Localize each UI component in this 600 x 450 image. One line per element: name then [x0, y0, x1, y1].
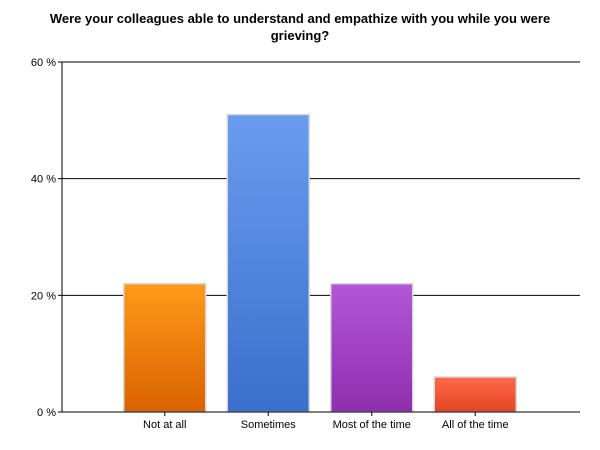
x-tick-label: Not at all: [143, 419, 186, 431]
y-tick-label: 60 %: [31, 57, 56, 69]
y-tick-label: 40 %: [31, 174, 56, 186]
y-tick-label: 0 %: [37, 407, 56, 419]
x-tick-label: All of the time: [442, 419, 509, 431]
x-tick-label: Sometimes: [241, 419, 297, 431]
x-tick-label: Most of the time: [333, 419, 411, 431]
bar: [123, 282, 207, 413]
bar: [330, 282, 414, 413]
bar: [433, 376, 517, 413]
bars: [123, 113, 517, 413]
axes: [58, 61, 580, 416]
chart-title: Were your colleagues able to understand …: [49, 11, 551, 43]
grid-lines: [62, 61, 580, 296]
bar: [226, 113, 310, 413]
y-tick-label: 20 %: [31, 290, 56, 302]
labels: 0 % 20 % 40 % 60 % Not at all Sometimes Most o…: [31, 57, 509, 431]
